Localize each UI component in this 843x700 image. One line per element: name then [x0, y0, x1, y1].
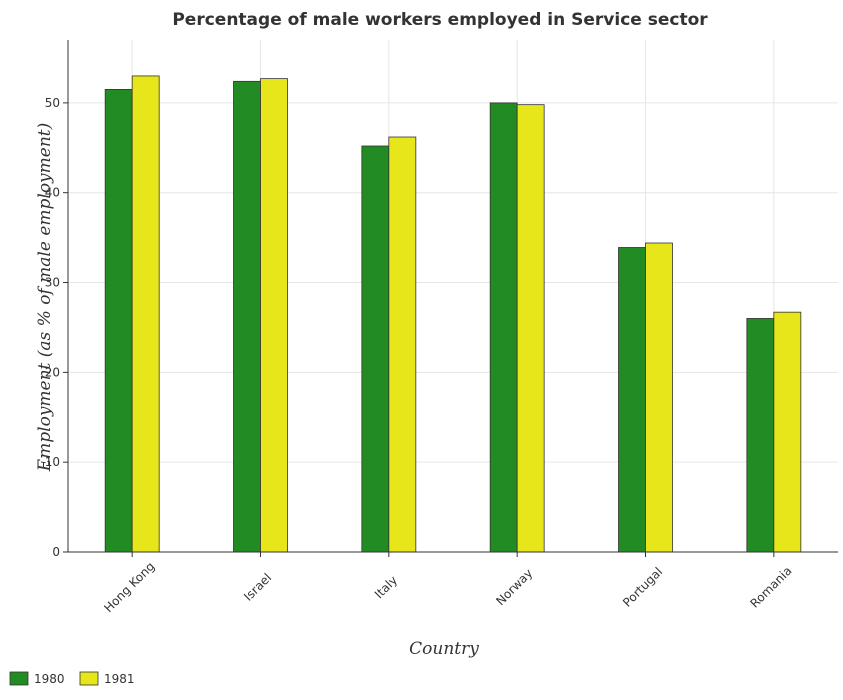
y-tick-label: 10	[45, 455, 60, 469]
y-tick-label: 0	[52, 545, 60, 559]
bar-1981-hong-kong	[131, 75, 160, 553]
y-tick-label: 30	[45, 276, 60, 290]
y-axis-title: Employment (as % of male employment)	[35, 123, 55, 473]
x-tick-label: Italy	[372, 573, 400, 601]
bar-1980-israel	[233, 80, 261, 553]
legend-label: 1981	[104, 672, 135, 686]
legend: 1980 1981	[9, 671, 135, 686]
x-tick-label: Portugal	[620, 565, 665, 610]
bar-1981-romania	[773, 311, 802, 553]
bar-1981-portugal	[645, 242, 673, 553]
x-tick-label: Norway	[493, 566, 535, 608]
chart-title: Percentage of male workers employed in S…	[172, 10, 708, 30]
bar-1980-portugal	[618, 247, 646, 553]
y-tick-label: 50	[45, 96, 60, 110]
legend-swatch	[79, 671, 99, 686]
legend-label: 1980	[34, 672, 65, 686]
bar-1980-romania	[746, 318, 775, 553]
x-tick-label: Hong Kong	[101, 559, 157, 615]
x-axis-title: Country	[409, 639, 479, 659]
bar-1980-italy	[361, 145, 390, 553]
bar-1981-israel	[260, 78, 288, 553]
bar-1981-italy	[388, 136, 417, 553]
plot-background	[68, 40, 838, 552]
y-tick-label: 20	[45, 365, 60, 379]
x-tick-label: Romania	[747, 564, 794, 611]
x-tick-label: Israel	[241, 571, 274, 604]
bar-1980-norway	[489, 102, 518, 553]
bar-1981-norway	[516, 104, 545, 553]
legend-swatch	[9, 671, 29, 686]
y-tick-label: 40	[45, 186, 60, 200]
plot-area: 0 10 20 30 40 50 Hong Kong Israel Italy Norway Por…	[45, 40, 838, 615]
bar-1980-hong-kong	[104, 89, 133, 553]
